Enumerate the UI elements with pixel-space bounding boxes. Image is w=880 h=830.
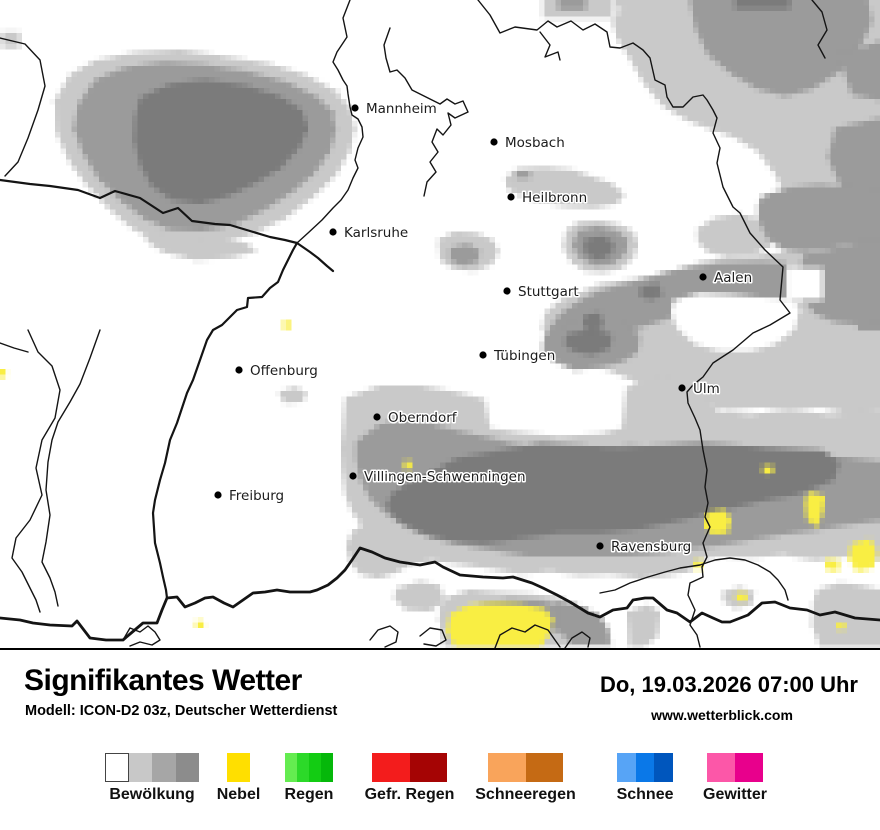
city-label: Ravensburg: [611, 539, 691, 555]
legend-label: Bewölkung: [109, 786, 195, 803]
legend-label: Schneeregen: [475, 786, 576, 803]
city-label: Villingen-Schwenningen: [364, 469, 526, 485]
border-line: [564, 631, 591, 649]
legend-swatch-row: [105, 753, 199, 782]
border-line: [811, 0, 828, 59]
legend-swatch-row: [488, 753, 563, 782]
border-line: [494, 624, 561, 649]
legend-label: Nebel: [216, 786, 261, 803]
border-line: [0, 546, 880, 642]
city-dot-mannheim: [351, 104, 359, 112]
legend-swatch-row: [617, 753, 674, 782]
model-info: Modell: ICON-D2 03z, Deutscher Wetterdie…: [25, 703, 338, 719]
city-dot-ulm: [678, 384, 686, 392]
city-label: Mosbach: [505, 135, 565, 151]
city-label: Karlsruhe: [344, 225, 408, 241]
border-line: [539, 31, 561, 61]
weather-legend: Bewölkung Nebel Regen Gefr. Regen Schneerege…: [0, 650, 880, 830]
legend-color-swatch: [372, 753, 410, 782]
city-label: Ulm: [693, 381, 720, 397]
legend-label: Gefr. Regen: [364, 786, 455, 803]
city-dot-t-bingen: [479, 351, 487, 359]
legend-color-swatch: [297, 753, 309, 782]
border-line: [383, 27, 469, 197]
legend-swatch-row: [707, 753, 763, 782]
legend-color-swatch: [128, 753, 152, 782]
border-line: [0, 37, 46, 177]
city-label: Freiburg: [229, 488, 284, 504]
legend-color-swatch: [707, 753, 735, 782]
legend-group-bew-lkung: Bewölkung: [105, 753, 199, 803]
weather-map: Mannheim Mosbach Heilbronn Karlsruhe Stuttga…: [0, 0, 880, 650]
city-label: Mannheim: [366, 101, 437, 117]
map-bottom-border: [0, 648, 880, 650]
legend-color-swatch: [488, 753, 526, 782]
city-label: Aalen: [714, 270, 752, 286]
page-title: Signifikantes Wetter: [24, 664, 302, 697]
legend-color-swatch: [735, 753, 763, 782]
state-border-lines: [0, 0, 880, 649]
legend-group-regen: Regen: [285, 753, 333, 803]
border-line: [477, 0, 791, 648]
legend-color-swatch: [635, 753, 655, 782]
city-dot-ravensburg: [596, 542, 604, 550]
legend-label: Regen: [284, 786, 334, 803]
legend-color-swatch: [152, 753, 176, 782]
forecast-datetime: Do, 19.03.2026 07:00 Uhr: [599, 672, 858, 697]
border-line: [41, 329, 101, 607]
legend-label: Gewitter: [702, 786, 768, 803]
city-dot-mosbach: [490, 138, 498, 146]
legend-color-swatch: [175, 753, 199, 782]
city-label: Oberndorf: [388, 410, 458, 426]
legend-color-swatch: [525, 753, 563, 782]
legend-color-swatch: [285, 753, 297, 782]
border-line: [0, 342, 29, 353]
cloud-coverage-layer: [0, 0, 880, 650]
border-line: [11, 329, 61, 613]
legend-group-gefr-regen: Gefr. Regen: [365, 753, 454, 803]
legend-color-swatch: [617, 753, 636, 782]
legend-color-swatch: [105, 753, 129, 782]
border-line: [599, 557, 789, 601]
border-line: [369, 625, 399, 648]
city-dot-oberndorf: [373, 413, 381, 421]
border-line: [0, 178, 299, 245]
city-dot-aalen: [699, 273, 707, 281]
legend-group-schnee: Schnee: [617, 753, 674, 803]
border-line: [151, 241, 299, 600]
city-label: Offenburg: [250, 363, 318, 379]
legend-color-swatch: [409, 753, 447, 782]
legend-color-swatch: [227, 753, 250, 782]
city-label: Heilbronn: [522, 190, 587, 206]
legend-group-nebel: Nebel: [217, 753, 260, 803]
map-footer: Signifikantes Wetter Modell: ICON-D2 03z…: [0, 650, 880, 830]
legend-swatch-row: [372, 753, 447, 782]
border-line: [419, 627, 447, 647]
city-label: Tübingen: [493, 348, 555, 364]
city-label: Stuttgart: [518, 284, 579, 300]
borders-and-cities-layer: Mannheim Mosbach Heilbronn Karlsruhe Stuttga…: [0, 0, 880, 649]
legend-label: Schnee: [616, 786, 674, 803]
city-dot-offenburg: [235, 366, 243, 374]
city-dot-heilbronn: [507, 193, 515, 201]
legend-color-swatch: [309, 753, 321, 782]
city-dot-karlsruhe: [329, 228, 337, 236]
border-line: [296, 0, 364, 244]
city-dot-freiburg: [214, 491, 222, 499]
website-url: www.wetterblick.com: [651, 707, 793, 723]
city-dot-villingen-schwenningen: [349, 472, 357, 480]
legend-group-schneeregen: Schneeregen: [475, 753, 576, 803]
border-line: [295, 241, 335, 273]
legend-swatch-row: [227, 753, 250, 782]
legend-color-swatch: [654, 753, 674, 782]
legend-swatch-row: [285, 753, 333, 782]
city-dot-stuttgart: [503, 287, 511, 295]
legend-color-swatch: [321, 753, 333, 782]
city-markers: Mannheim Mosbach Heilbronn Karlsruhe Stuttga…: [214, 100, 754, 557]
border-line: [122, 625, 161, 647]
legend-group-gewitter: Gewitter: [703, 753, 767, 803]
